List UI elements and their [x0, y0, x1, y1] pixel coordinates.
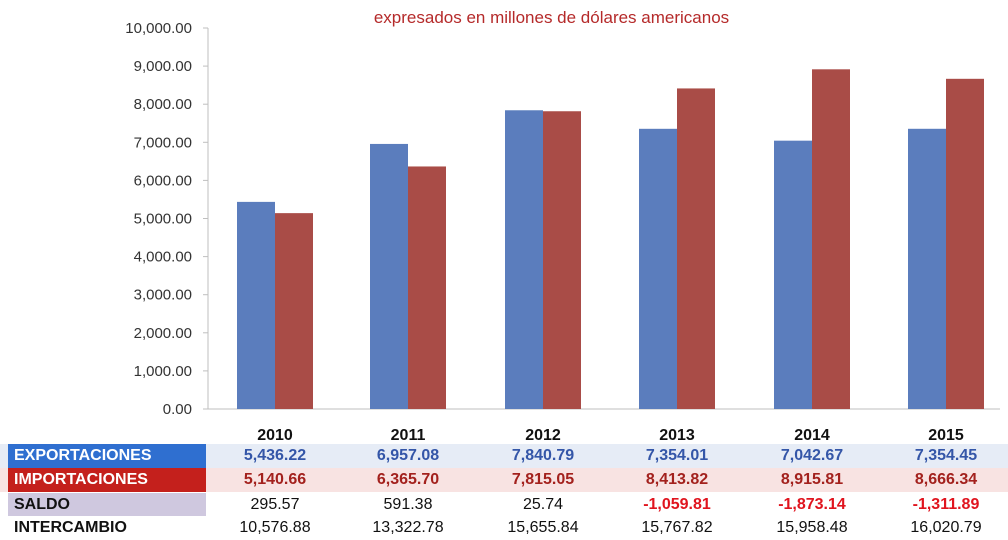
export-bar — [370, 143, 408, 410]
row-saldo: SALDO 295.57 591.38 25.74 -1,059.81 -1,873.14… — [0, 493, 1008, 517]
x-category-label: 2015 — [928, 427, 964, 440]
table-cell: 15,958.48 — [776, 519, 848, 536]
table-cell: 5,140.66 — [243, 471, 307, 488]
table-cell: 6,957.08 — [376, 447, 440, 464]
row-importaciones: IMPORTACIONES 5,140.66 6,365.70 7,815.05 8,4… — [0, 468, 1008, 492]
table-cell: -1,873.14 — [778, 496, 846, 513]
table-cell: 591.38 — [383, 496, 433, 513]
y-tick-label: 8,000.00 — [134, 96, 192, 113]
export-bar — [774, 140, 812, 410]
table-cell: 7,354.01 — [645, 447, 709, 464]
table-cell: 25.74 — [522, 496, 564, 513]
import-bar — [677, 88, 715, 409]
row-intercambio: INTERCAMBIO 10,576.88 13,322.78 15,655.84 15… — [0, 516, 1008, 540]
row-label: INTERCAMBIO — [8, 516, 206, 540]
table-cell: 8,915.81 — [780, 471, 844, 488]
row-label: SALDO — [8, 493, 206, 517]
row-exportaciones: EXPORTACIONES 5,436.22 6,957.08 7,840.79 7,3… — [0, 444, 1008, 468]
row-label: IMPORTACIONES — [8, 468, 206, 492]
y-tick-label: 9,000.00 — [134, 58, 192, 75]
table-cell: -1,059.81 — [643, 496, 711, 513]
table-cell: 15,767.82 — [641, 519, 713, 536]
export-bar — [639, 128, 677, 409]
table-cell: 8,666.34 — [914, 471, 978, 488]
y-tick-label: 6,000.00 — [134, 172, 192, 189]
table-cell: 6,365.70 — [376, 471, 440, 488]
export-bar — [505, 110, 543, 409]
x-category-label: 2014 — [794, 427, 830, 440]
x-category-label: 2013 — [659, 427, 695, 440]
x-category-label: 2012 — [525, 427, 561, 440]
export-bar — [908, 128, 946, 409]
table-cell: 5,436.22 — [243, 447, 307, 464]
table-cell: -1,311.89 — [912, 496, 980, 513]
row-label: EXPORTACIONES — [8, 444, 206, 468]
table-cell: 7,815.05 — [511, 471, 575, 488]
y-tick-label: 4,000.00 — [134, 249, 192, 266]
bar-chart: 0.00 1,000.00 2,000.00 3,000.00 4,000.00 5,00… — [125, 20, 1000, 440]
y-tick-label: 5,000.00 — [134, 211, 192, 228]
y-tick-label: 1,000.00 — [134, 363, 192, 380]
y-tick-label: 0.00 — [163, 401, 192, 418]
table-cell: 7,042.67 — [780, 447, 844, 464]
table-cell: 15,655.84 — [507, 519, 579, 536]
table-cell: 13,322.78 — [372, 519, 444, 536]
y-tick-label: 7,000.00 — [134, 134, 192, 151]
chart-subtitle: expresados en millones de dólares americ… — [373, 8, 730, 27]
table-cell: 16,020.79 — [910, 519, 982, 536]
table-cell: 7,840.79 — [511, 447, 575, 464]
y-tick-label: 10,000.00 — [125, 20, 192, 37]
table-cell: 8,413.82 — [645, 471, 709, 488]
import-bar — [408, 166, 446, 409]
table-cell: 7,354.45 — [914, 447, 978, 464]
import-bar — [275, 213, 313, 409]
export-bar — [237, 201, 275, 409]
x-category-label: 2011 — [391, 427, 426, 440]
table-cell: 295.57 — [250, 496, 300, 513]
y-tick-label: 2,000.00 — [134, 325, 192, 342]
import-bar — [543, 111, 581, 410]
table-cell: 10,576.88 — [239, 519, 311, 536]
import-bar — [812, 69, 850, 409]
y-tick-label: 3,000.00 — [134, 287, 192, 304]
import-bar — [946, 78, 984, 410]
x-category-label: 2010 — [257, 427, 293, 440]
